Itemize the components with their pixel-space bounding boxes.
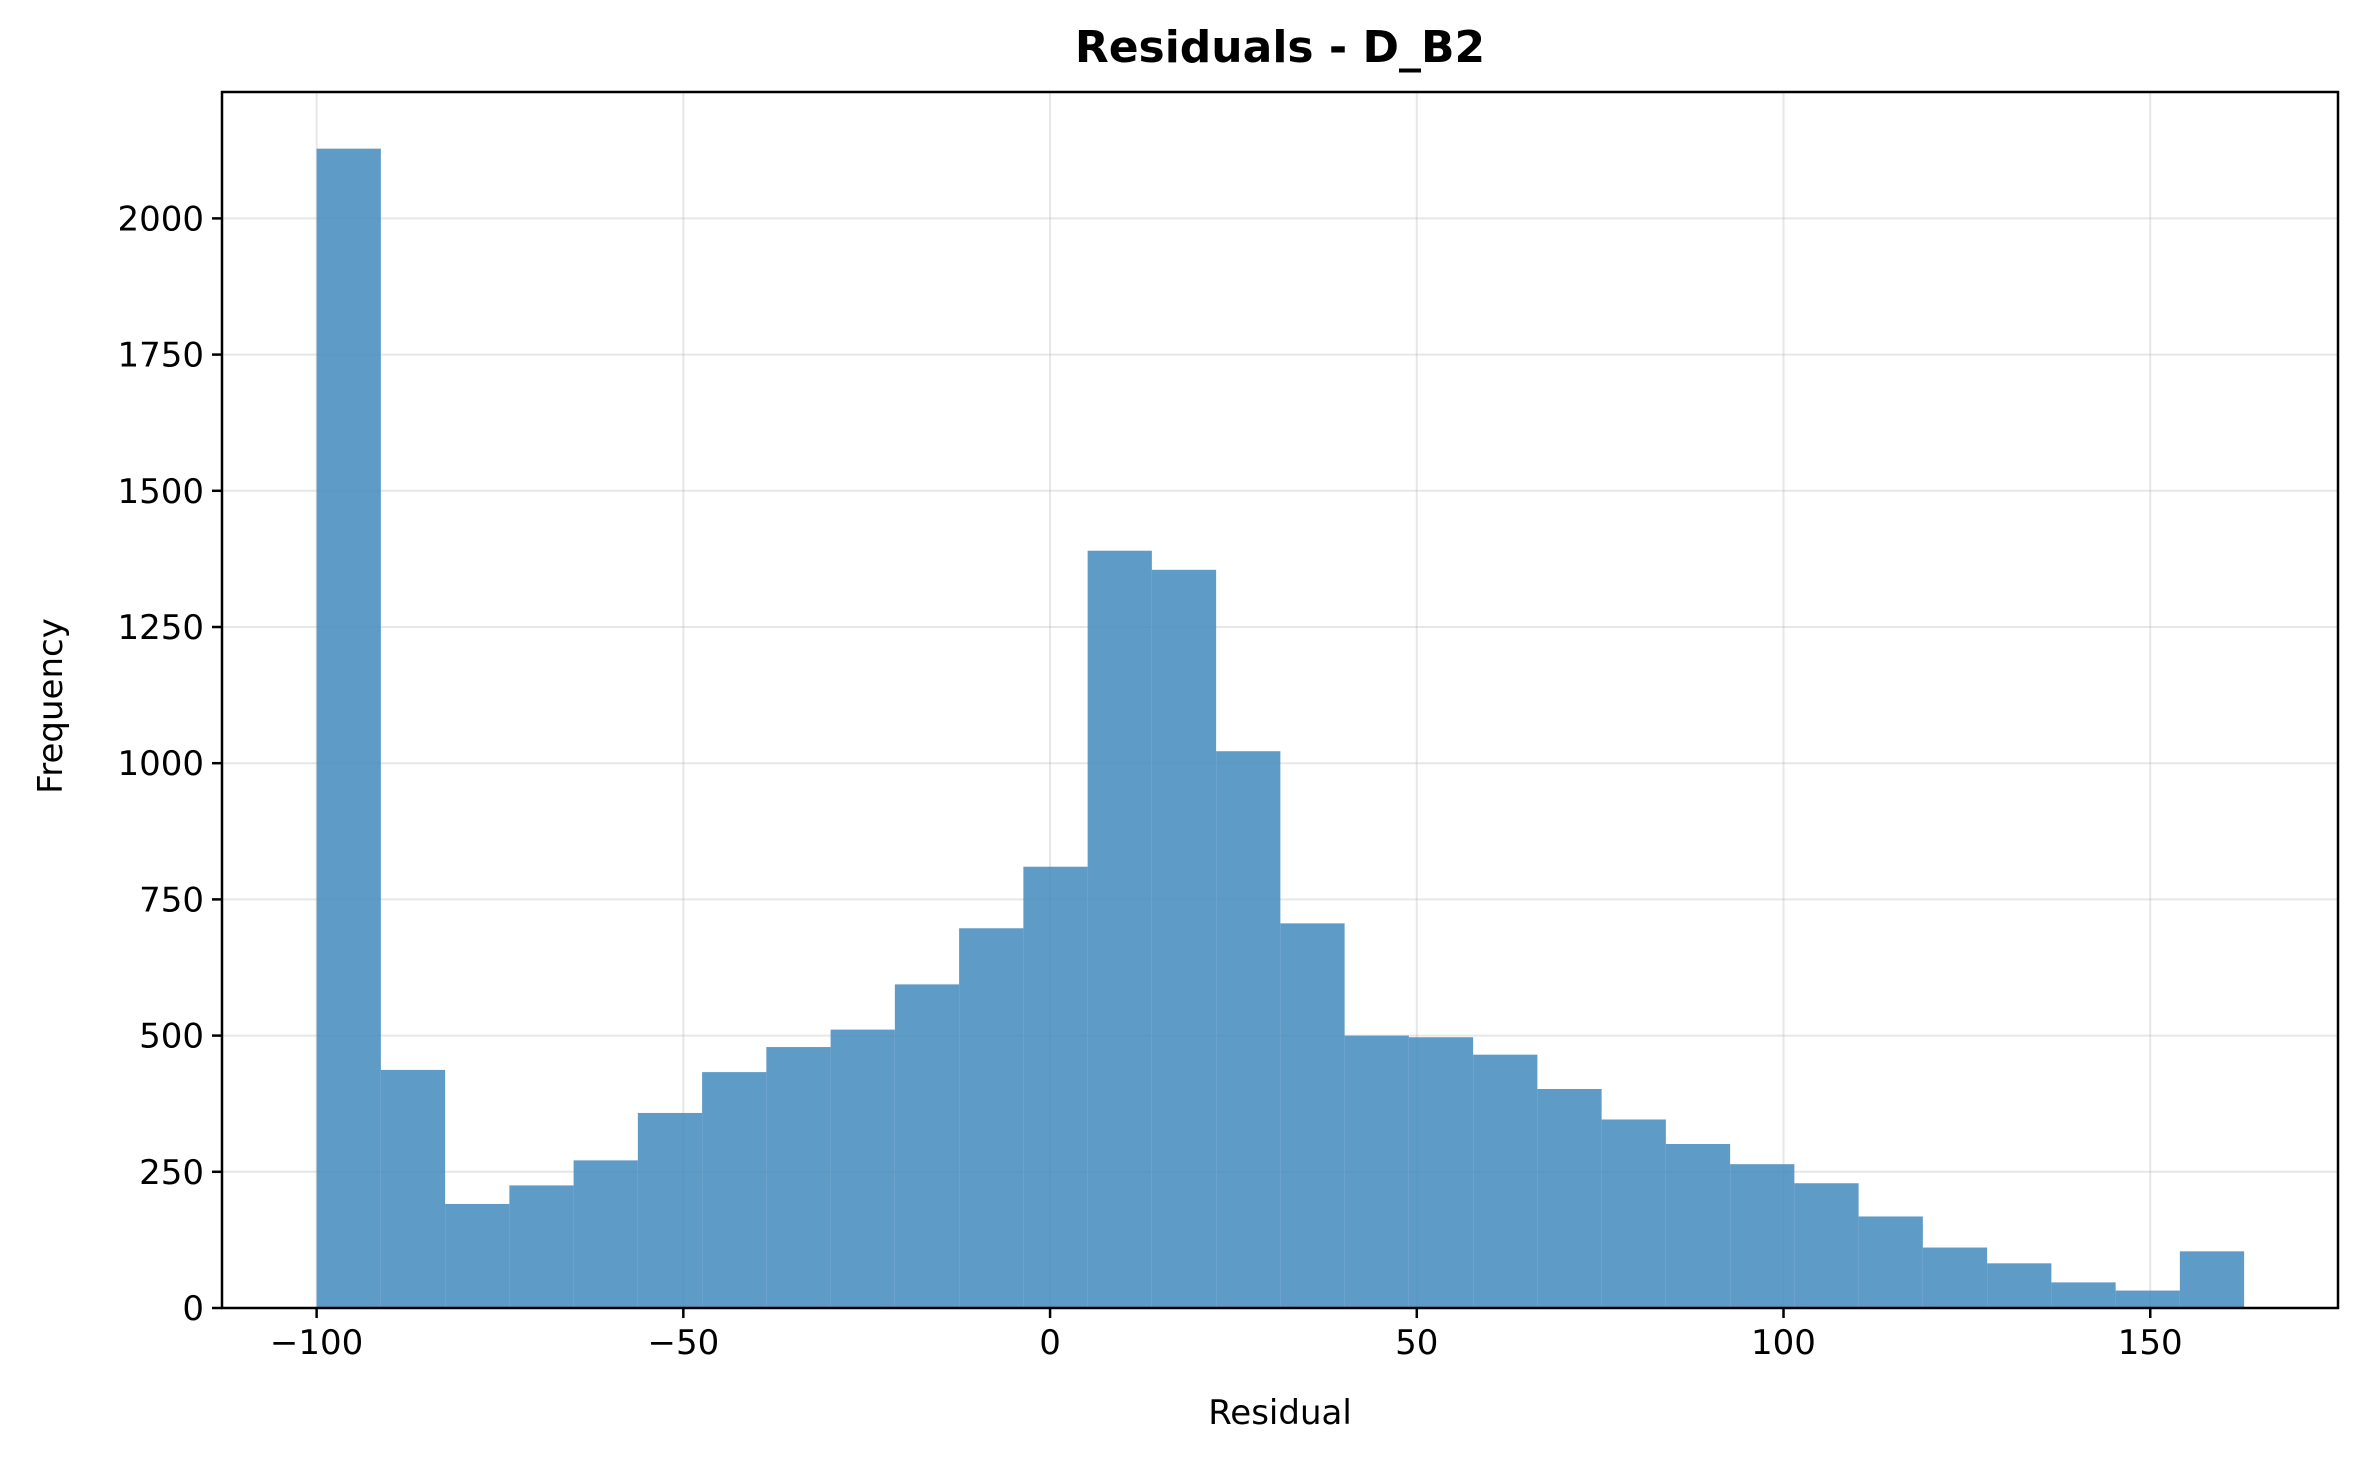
histogram-bar-29 xyxy=(2179,1251,2245,1308)
grid-layer xyxy=(222,92,2338,1309)
bars-layer xyxy=(316,148,2245,1308)
y-tick-label-2: 500 xyxy=(139,1017,204,1057)
x-tick-label-4: 100 xyxy=(1751,1323,1816,1363)
y-tick-label-0: 0 xyxy=(182,1289,204,1329)
y-tick-label-7: 1750 xyxy=(117,336,204,376)
x-axis-label: Residual xyxy=(1208,1393,1352,1433)
histogram-bar-18 xyxy=(1473,1054,1538,1308)
histogram-bar-27 xyxy=(2051,1282,2116,1308)
histogram-bar-21 xyxy=(1665,1144,1731,1308)
axes-layer: −100 −50 0 50 100 150025050075010001250150017… xyxy=(117,90,2340,1363)
histogram-bar-9 xyxy=(894,984,960,1308)
histogram-bar-5 xyxy=(637,1112,703,1308)
plot-frame xyxy=(220,90,2340,1310)
x-tick-label-5: 150 xyxy=(2118,1323,2183,1363)
histogram-bar-2 xyxy=(445,1203,510,1308)
x-tick-label-2: 0 xyxy=(1039,1323,1061,1363)
histogram-bar-25 xyxy=(1922,1247,1988,1308)
histogram-bar-26 xyxy=(1987,1263,2052,1308)
histogram-bar-24 xyxy=(1858,1216,1923,1308)
histogram-bar-7 xyxy=(766,1047,831,1308)
histogram-bar-14 xyxy=(1216,751,1281,1308)
histogram-bar-17 xyxy=(1408,1037,1474,1308)
histogram-bar-11 xyxy=(1023,866,1088,1308)
y-tick-label-4: 1000 xyxy=(117,744,204,784)
histogram-bar-22 xyxy=(1730,1164,1795,1308)
histogram-bar-28 xyxy=(2115,1290,2180,1308)
y-tick-label-1: 250 xyxy=(139,1153,204,1193)
chart-title: Residuals - D_B2 xyxy=(1075,22,1485,73)
y-tick-label-8: 2000 xyxy=(117,199,204,239)
histogram-bar-3 xyxy=(509,1185,574,1308)
histogram-bar-15 xyxy=(1280,923,1345,1308)
histogram-bar-0 xyxy=(316,148,381,1308)
histogram-bar-10 xyxy=(959,928,1024,1308)
histogram-bar-4 xyxy=(573,1160,638,1308)
x-tick-label-0: −100 xyxy=(270,1323,363,1363)
y-tick-label-6: 1500 xyxy=(117,472,204,512)
histogram-bar-6 xyxy=(702,1072,767,1308)
histogram-bar-16 xyxy=(1344,1035,1409,1308)
histogram-bar-8 xyxy=(830,1029,895,1308)
y-tick-label-3: 750 xyxy=(139,880,204,920)
y-axis-label: Frequency xyxy=(31,618,71,794)
x-tick-label-1: −50 xyxy=(647,1323,719,1363)
histogram-bar-20 xyxy=(1601,1119,1666,1308)
histogram-bar-13 xyxy=(1151,569,1217,1308)
histogram-bar-23 xyxy=(1794,1183,1859,1308)
histogram-bar-12 xyxy=(1087,550,1152,1308)
y-tick-label-5: 1250 xyxy=(117,608,204,648)
x-tick-label-3: 50 xyxy=(1395,1323,1438,1363)
histogram-bar-1 xyxy=(380,1069,446,1308)
histogram-bar-19 xyxy=(1537,1088,1602,1308)
